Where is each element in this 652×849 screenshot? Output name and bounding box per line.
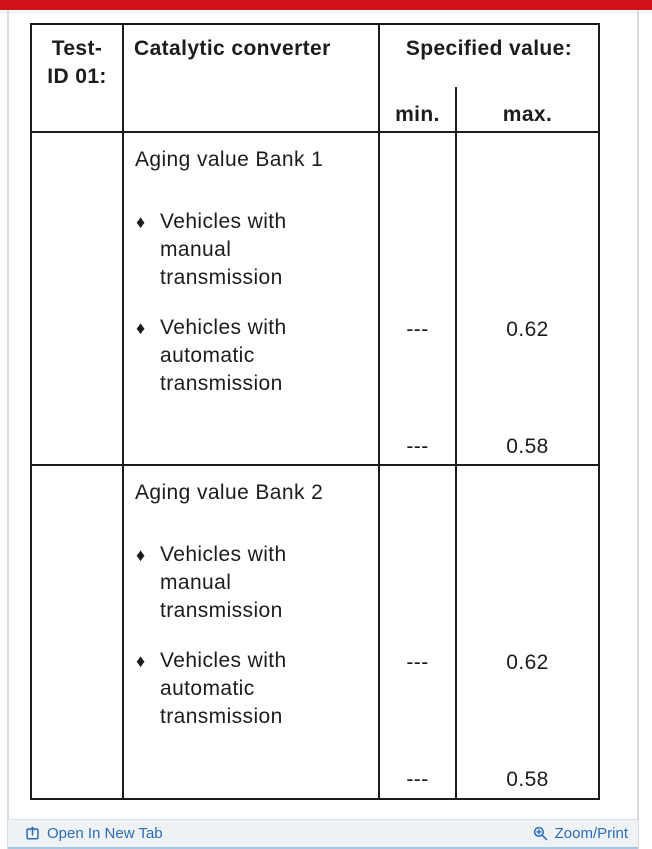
zoom-magnifier-icon bbox=[533, 826, 548, 841]
min-column-header: min. bbox=[395, 103, 440, 126]
min-value: --- bbox=[406, 651, 429, 674]
bullet-text: Vehicles with automatic transmission bbox=[160, 316, 287, 395]
max-value: 0.58 bbox=[506, 768, 549, 791]
diamond-bullet-icon: ♦ bbox=[136, 212, 146, 232]
viewer-footer-bar: Open In New Tab Zoom/Print bbox=[8, 819, 638, 849]
max-column-header: max. bbox=[455, 87, 598, 131]
max-values-cell-bank2: 0.62 0.58 bbox=[457, 466, 598, 798]
frame-border-right bbox=[637, 10, 639, 849]
max-values-cell-bank1: 0.62 0.58 bbox=[457, 133, 598, 466]
diamond-bullet-icon: ♦ bbox=[136, 545, 146, 565]
list-item: ♦ Vehicles with automatic transmission bbox=[135, 647, 370, 731]
specified-value-title: Specified value: bbox=[405, 37, 573, 60]
specified-value-header: Specified value: min. max. bbox=[380, 25, 598, 133]
bullet-text: Vehicles with automatic transmission bbox=[160, 649, 287, 728]
min-values-cell-bank1: --- --- bbox=[380, 133, 457, 466]
list-item: ♦ Vehicles with manual transmission bbox=[135, 541, 370, 625]
bullet-list: ♦ Vehicles with manual transmission ♦ Ve… bbox=[135, 208, 370, 398]
component-header: Catalytic converter bbox=[124, 25, 380, 133]
row-title: Aging value Bank 2 bbox=[135, 481, 324, 504]
bullet-list: ♦ Vehicles with manual transmission ♦ Ve… bbox=[135, 541, 370, 731]
zoom-print-label: Zoom/Print bbox=[554, 825, 628, 842]
description-cell-bank2: Aging value Bank 2 ♦ Vehicles with manua… bbox=[124, 466, 380, 798]
description-cell-bank1: Aging value Bank 1 ♦ Vehicles with manua… bbox=[124, 133, 380, 466]
max-value: 0.62 bbox=[506, 651, 549, 674]
min-max-subheader: min. max. bbox=[380, 87, 598, 131]
diamond-bullet-icon: ♦ bbox=[136, 318, 146, 338]
test-id-header: Test- ID 01: bbox=[32, 25, 124, 133]
max-value: 0.62 bbox=[506, 318, 549, 341]
open-in-new-tab-label: Open In New Tab bbox=[47, 825, 163, 842]
zoom-print-link[interactable]: Zoom/Print bbox=[533, 825, 628, 842]
specified-values-table: Test- ID 01: Catalytic converter Specifi… bbox=[30, 23, 600, 800]
bullet-text: Vehicles with manual transmission bbox=[160, 543, 287, 622]
test-id-cell-bank1 bbox=[32, 133, 124, 466]
open-in-new-tab-link[interactable]: Open In New Tab bbox=[25, 825, 163, 842]
max-value: 0.58 bbox=[506, 435, 549, 458]
diamond-bullet-icon: ♦ bbox=[136, 651, 146, 671]
frame-border-left bbox=[7, 10, 9, 849]
open-in-new-tab-icon bbox=[25, 826, 40, 841]
list-item: ♦ Vehicles with manual transmission bbox=[135, 208, 370, 292]
min-value: --- bbox=[406, 318, 429, 341]
list-item: ♦ Vehicles with automatic transmission bbox=[135, 314, 370, 398]
bullet-text: Vehicles with manual transmission bbox=[160, 210, 287, 289]
min-value: --- bbox=[406, 435, 429, 458]
row-title: Aging value Bank 1 bbox=[135, 148, 324, 171]
test-id-cell-bank2 bbox=[32, 466, 124, 798]
min-value: --- bbox=[406, 768, 429, 791]
top-red-bar bbox=[0, 0, 652, 10]
min-values-cell-bank2: --- --- bbox=[380, 466, 457, 798]
